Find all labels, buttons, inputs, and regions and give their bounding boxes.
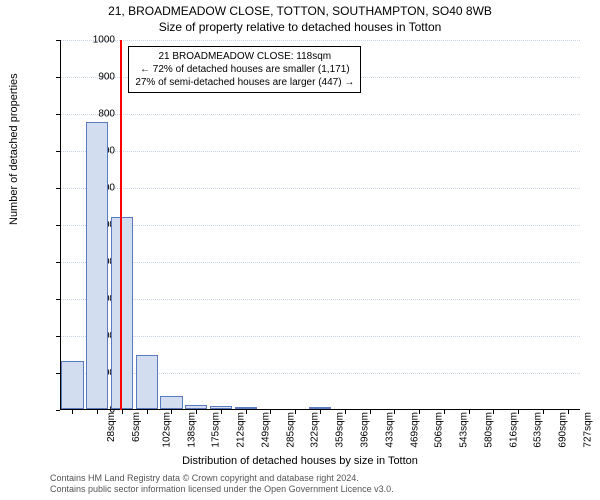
x-tick-label: 102sqm [161,412,172,448]
x-tick [295,410,296,414]
x-tick-label: 616sqm [508,412,519,448]
annotation-box: 21 BROADMEADOW CLOSE: 118sqm← 72% of det… [128,46,361,93]
x-tick [196,410,197,414]
gridline [60,188,580,189]
annotation-line: 27% of semi-detached houses are larger (… [135,76,354,89]
x-tick-label: 543sqm [459,412,470,448]
x-tick-label: 653sqm [533,412,544,448]
x-tick [543,410,544,414]
x-tick-label: 212sqm [236,412,247,448]
annotation-line: ← 72% of detached houses are smaller (1,… [135,63,354,76]
x-tick [568,410,569,414]
gridline [60,225,580,226]
x-tick-label: 65sqm [131,412,142,442]
gridline [60,299,580,300]
x-tick-label: 506sqm [434,412,445,448]
gridline [60,336,580,337]
footer: Contains HM Land Registry data © Crown c… [50,473,394,496]
footer-line-1: Contains HM Land Registry data © Crown c… [50,473,394,485]
x-tick [419,410,420,414]
x-tick [469,410,470,414]
x-tick [270,410,271,414]
chart-title-main: 21, BROADMEADOW CLOSE, TOTTON, SOUTHAMPT… [0,4,600,18]
x-tick [122,410,123,414]
y-axis-label: Number of detached properties [8,73,20,225]
gridline [60,40,580,41]
x-tick [345,410,346,414]
x-axis [60,409,580,410]
x-tick [394,410,395,414]
plot-area: 0100200300400500600700800900100028sqm65s… [60,40,580,410]
histogram-bar [86,122,108,409]
x-tick-label: 396sqm [360,412,371,448]
gridline [60,114,580,115]
x-tick-label: 727sqm [582,412,593,448]
footer-line-2: Contains public sector information licen… [50,484,394,496]
gridline [60,151,580,152]
x-tick-label: 322sqm [310,412,321,448]
x-tick [72,410,73,414]
x-tick-label: 433sqm [384,412,395,448]
y-tick-label: 900 [55,72,115,83]
x-tick-label: 285sqm [285,412,296,448]
annotation-line: 21 BROADMEADOW CLOSE: 118sqm [135,50,354,63]
x-tick [147,410,148,414]
x-tick [370,410,371,414]
x-tick-label: 469sqm [409,412,420,448]
x-tick [320,410,321,414]
histogram-bar [136,355,158,409]
x-tick-label: 28sqm [106,412,117,442]
marker-line [120,40,122,410]
x-tick [171,410,172,414]
x-tick-label: 690sqm [558,412,569,448]
x-tick [246,410,247,414]
x-tick [221,410,222,414]
x-tick-label: 175sqm [211,412,222,448]
x-tick-label: 359sqm [335,412,346,448]
histogram-bar [61,361,83,409]
x-tick [444,410,445,414]
x-tick [518,410,519,414]
y-tick-label: 1000 [55,35,115,46]
x-tick-label: 580sqm [483,412,494,448]
x-tick-label: 249sqm [261,412,272,448]
x-tick [493,410,494,414]
chart-title-sub: Size of property relative to detached ho… [0,20,600,34]
x-tick [97,410,98,414]
histogram-bar [160,396,182,409]
y-axis [60,40,61,410]
x-axis-label: Distribution of detached houses by size … [0,455,600,467]
y-tick-label: 800 [55,109,115,120]
gridline [60,262,580,263]
x-tick-label: 138sqm [186,412,197,448]
